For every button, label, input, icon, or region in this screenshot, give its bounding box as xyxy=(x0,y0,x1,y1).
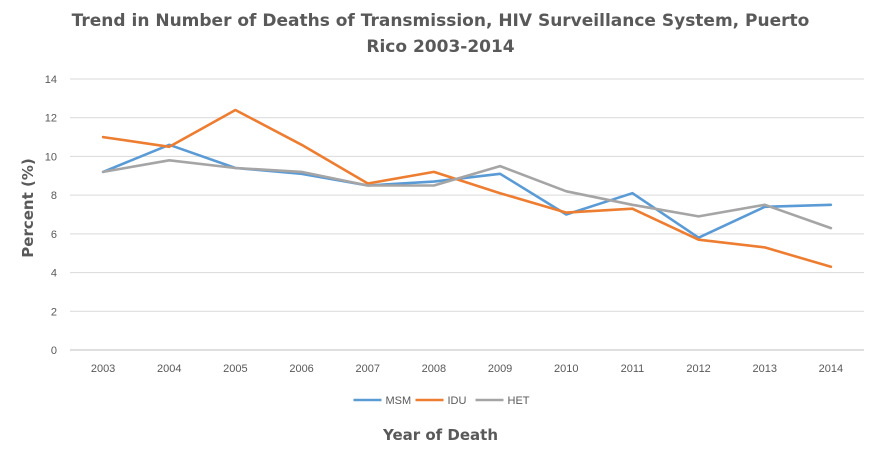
legend-label-het: HET xyxy=(508,395,530,407)
y-tick-label-14: 14 xyxy=(45,74,57,86)
x-axis-label: Year of Death xyxy=(382,426,499,444)
x-tick-label-2004: 2004 xyxy=(157,363,181,375)
y-tick-label-12: 12 xyxy=(45,113,57,125)
y-tick-label-0: 0 xyxy=(51,345,57,357)
y-tick-label-8: 8 xyxy=(51,190,57,202)
x-tick-label-2006: 2006 xyxy=(289,363,313,375)
x-tick-label-2010: 2010 xyxy=(554,363,578,375)
x-tick-label-2007: 2007 xyxy=(356,363,380,375)
x-tick-label-2014: 2014 xyxy=(819,363,843,375)
series-line-msm xyxy=(101,143,833,239)
series-line-het xyxy=(101,159,833,230)
legend-label-msm: MSM xyxy=(386,395,412,407)
series-line-idu xyxy=(101,108,833,269)
x-tick-label-2013: 2013 xyxy=(753,363,777,375)
x-tick-label-2011: 2011 xyxy=(621,363,645,375)
chart-title-line-1: Trend in Number of Deaths of Transmissio… xyxy=(71,11,810,31)
x-tick-label-2012: 2012 xyxy=(686,363,710,375)
x-tick-label-2005: 2005 xyxy=(223,363,247,375)
x-tick-label-2003: 2003 xyxy=(91,363,115,375)
legend-label-idu: IDU xyxy=(448,395,467,407)
y-tick-label-6: 6 xyxy=(51,229,57,241)
y-tick-label-2: 2 xyxy=(51,306,57,318)
x-tick-label-2008: 2008 xyxy=(422,363,446,375)
chart-title-line-2: Rico 2003-2014 xyxy=(366,37,515,57)
y-tick-label-10: 10 xyxy=(45,151,57,163)
y-tick-label-4: 4 xyxy=(51,268,57,280)
x-tick-label-2009: 2009 xyxy=(488,363,512,375)
